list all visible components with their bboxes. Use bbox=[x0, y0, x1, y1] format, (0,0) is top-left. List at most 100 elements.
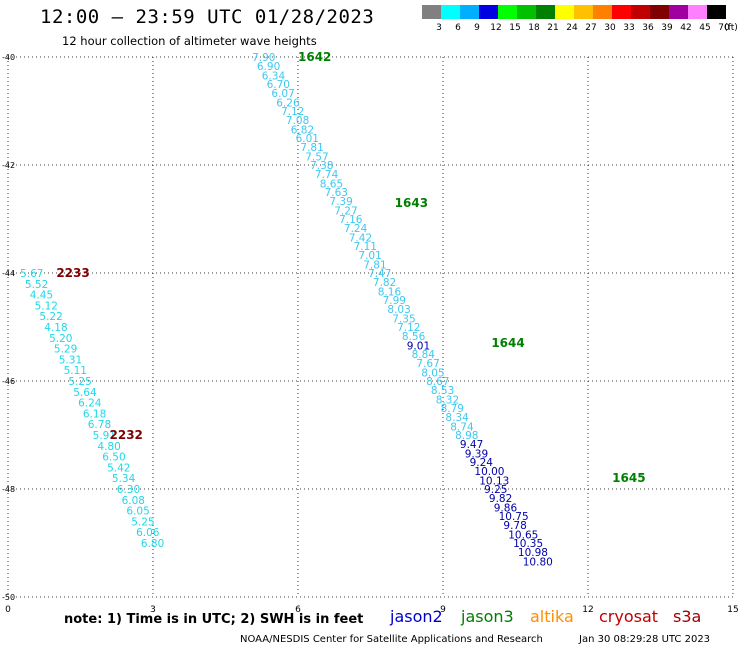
x-tick-label: 15 bbox=[727, 605, 738, 615]
wave-height-value: 10.80 bbox=[523, 556, 553, 568]
wave-height-value: 9.01 bbox=[407, 340, 430, 352]
wave-height-value: 7.67 bbox=[416, 358, 439, 370]
y-tick-label: -48 bbox=[2, 485, 15, 494]
wave-height-value: 8.67 bbox=[426, 376, 449, 388]
wave-height-value: 10.65 bbox=[508, 529, 538, 541]
wave-height-value: 7.12 bbox=[397, 322, 420, 334]
wave-height-value: 4.45 bbox=[30, 290, 53, 302]
wave-height-value: 7.39 bbox=[329, 196, 352, 208]
legend-cryosat: cryosat bbox=[599, 607, 659, 626]
scale-label: 30 bbox=[604, 23, 616, 33]
y-tick-label: -50 bbox=[2, 593, 15, 602]
wave-height-value: 8.32 bbox=[436, 394, 459, 406]
scale-swatch bbox=[536, 5, 555, 19]
wave-height-value: 6.05 bbox=[126, 506, 149, 518]
wave-height-value: 9.24 bbox=[470, 457, 494, 469]
scale-swatch bbox=[479, 5, 498, 19]
x-tick-label: 6 bbox=[295, 605, 301, 615]
scale-label: 15 bbox=[509, 23, 521, 33]
scale-label: 36 bbox=[642, 23, 654, 33]
wave-height-value: 5.31 bbox=[59, 354, 82, 366]
y-tick-label: -44 bbox=[2, 269, 15, 278]
x-tick-label: 12 bbox=[582, 605, 593, 615]
x-tick-label: 3 bbox=[150, 605, 156, 615]
wave-height-value: 6.50 bbox=[102, 452, 125, 464]
footer-credit: NOAA/NESDIS Center for Satellite Applica… bbox=[240, 634, 543, 645]
scale-swatch bbox=[441, 5, 460, 19]
wave-height-value: 5.91 bbox=[93, 430, 116, 442]
wave-height-value: 4.80 bbox=[97, 441, 120, 453]
tick-labels: 0 3 6 9 12 15 -40 -42 -44 -46 -48 -50 bbox=[2, 53, 739, 615]
scale-swatch bbox=[669, 5, 688, 19]
scale-swatch bbox=[688, 5, 707, 19]
scale-label: 42 bbox=[680, 23, 692, 33]
legend-jason3: jason3 bbox=[461, 607, 514, 626]
wave-height-value: 4.18 bbox=[44, 322, 67, 334]
wave-height-value: 6.07 bbox=[271, 88, 294, 100]
wave-height-value: 5.22 bbox=[39, 311, 62, 323]
wave-height-value: 8.79 bbox=[441, 403, 464, 415]
wave-height-value: 6.30 bbox=[117, 484, 140, 496]
pass-id-label: 1645 bbox=[612, 471, 645, 485]
wave-height-value: 8.05 bbox=[421, 367, 444, 379]
wave-height-value: 5.64 bbox=[73, 387, 97, 399]
wave-height-value: 8.03 bbox=[387, 304, 410, 316]
wave-height-value: 7.81 bbox=[363, 259, 386, 271]
wave-height-value: 7.63 bbox=[325, 187, 348, 199]
wave-height-value: 5.20 bbox=[49, 333, 72, 345]
x-tick-label: 9 bbox=[440, 605, 446, 615]
wave-height-value: 5.12 bbox=[35, 300, 58, 312]
scale-swatch bbox=[555, 5, 574, 19]
scale-swatch bbox=[631, 5, 650, 19]
wave-height-value: 8.53 bbox=[431, 385, 454, 397]
chart-grid bbox=[7, 56, 734, 598]
wave-height-value: 6.70 bbox=[267, 79, 290, 91]
scale-label: 24 bbox=[566, 23, 578, 33]
pass-id-label: 2233 bbox=[56, 266, 89, 280]
wave-height-value: 9.25 bbox=[484, 484, 507, 496]
wave-height-value: 6.18 bbox=[83, 408, 106, 420]
scale-label: 33 bbox=[623, 23, 635, 33]
scale-label: 9 bbox=[474, 23, 480, 33]
wave-height-value: 8.16 bbox=[378, 286, 402, 298]
wave-height-value: 7.90 bbox=[252, 52, 275, 64]
wave-height-value: 7.27 bbox=[334, 205, 357, 217]
wave-height-value: 9.78 bbox=[503, 520, 526, 532]
scale-label: 70 bbox=[718, 23, 730, 33]
wave-height-value: 5.42 bbox=[107, 462, 130, 474]
wave-height-value: 7.12 bbox=[281, 106, 304, 118]
wave-height-value: 10.98 bbox=[518, 547, 548, 559]
wave-height-value: 7.11 bbox=[354, 241, 377, 253]
scale-label: 6 bbox=[455, 23, 461, 33]
chart-subtitle: 12 hour collection of altimeter wave hei… bbox=[62, 34, 317, 48]
scale-swatch bbox=[612, 5, 631, 19]
legend-jason2: jason2 bbox=[390, 607, 443, 626]
scale-swatch bbox=[650, 5, 669, 19]
scale-label: 3 bbox=[436, 23, 442, 33]
wave-height-value: 6.80 bbox=[141, 538, 164, 550]
wave-height-value: 8.74 bbox=[450, 421, 474, 433]
legend-altika: altika bbox=[530, 607, 574, 626]
wave-height-value: 7.08 bbox=[286, 115, 309, 127]
scale-swatch bbox=[422, 5, 441, 19]
scale-label: 18 bbox=[528, 23, 540, 33]
wave-height-value: 8.65 bbox=[320, 178, 343, 190]
wave-height-value: 9.47 bbox=[460, 439, 483, 451]
wave-height-value: 6.78 bbox=[88, 419, 111, 431]
wave-height-value: 6.34 bbox=[262, 70, 286, 82]
y-tick-label: -46 bbox=[2, 377, 15, 386]
wave-height-value: 5.67 bbox=[20, 268, 43, 280]
wave-height-value: 7.24 bbox=[344, 223, 368, 235]
wave-height-value: 9.86 bbox=[494, 502, 518, 514]
scale-label: 27 bbox=[585, 23, 597, 33]
wave-height-value: 7.38 bbox=[310, 160, 333, 172]
scale-label: 21 bbox=[547, 23, 559, 33]
wave-height-value: 8.56 bbox=[402, 331, 426, 343]
wave-height-value: 5.25 bbox=[68, 376, 91, 388]
wave-height-value: 10.75 bbox=[499, 511, 529, 523]
wave-height-value: 5.52 bbox=[25, 279, 48, 291]
wave-height-value: 5.11 bbox=[64, 365, 87, 377]
y-tick-label: -42 bbox=[2, 161, 15, 170]
wave-height-value: 5.25 bbox=[131, 516, 154, 528]
wave-height-value: 6.90 bbox=[257, 61, 280, 73]
